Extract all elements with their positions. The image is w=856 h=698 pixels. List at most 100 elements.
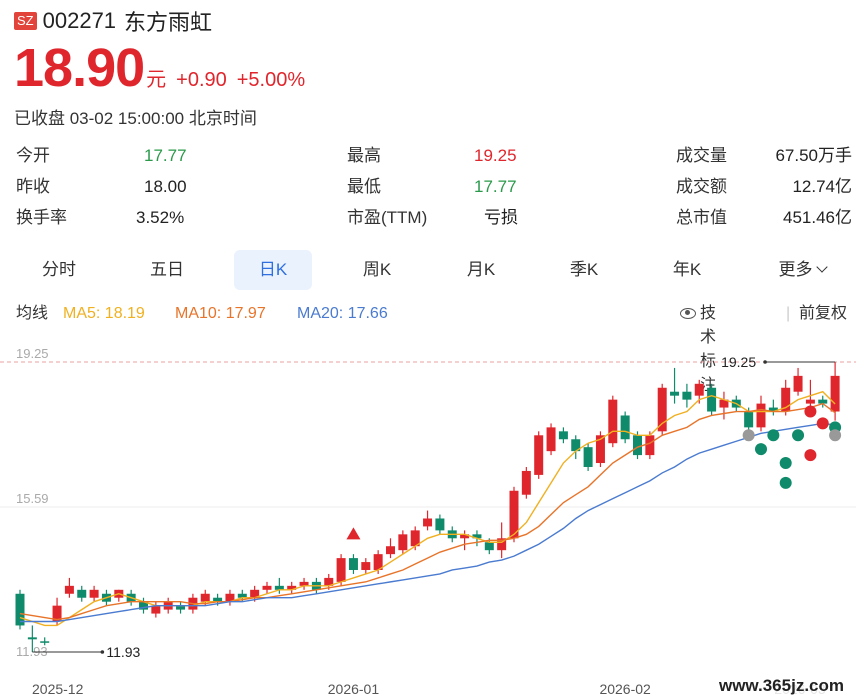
candle-body — [460, 534, 470, 539]
stat-label: 今开 — [16, 146, 50, 165]
stat-label: 最低 — [347, 177, 381, 196]
candle-body — [756, 403, 766, 428]
candle-body — [719, 399, 729, 408]
candle-body — [620, 415, 630, 440]
stat-pe: 市盈(TTM) 亏损 — [347, 202, 547, 234]
tab-quarterly-k[interactable]: 季K — [569, 260, 599, 279]
tab-five-day[interactable]: 五日 — [150, 260, 184, 279]
stat-value: 451.46亿 — [783, 208, 852, 227]
stat-value: 3.52% — [136, 208, 185, 227]
candle-body — [250, 589, 260, 598]
candle-body — [15, 593, 25, 626]
candle-body — [287, 585, 297, 590]
tab-weekly-k[interactable]: 周K — [362, 260, 392, 279]
candle-body — [435, 518, 445, 531]
tab-intraday[interactable]: 分时 — [42, 260, 76, 279]
tech-annotation-toggle[interactable]: 技术标注 — [680, 302, 716, 394]
candle-body — [336, 558, 346, 582]
price-unit: 元 — [146, 69, 167, 91]
candle-body — [27, 637, 37, 640]
stat-value: 18.00 — [144, 177, 187, 196]
exchange-badge: SZ — [14, 12, 37, 30]
stat-label: 成交额 — [676, 177, 727, 196]
candle-body — [546, 427, 556, 452]
candle-body — [558, 431, 568, 440]
y-tick-label: 19.25 — [16, 346, 49, 361]
ma10-value: MA10: 17.97 — [175, 305, 266, 322]
min-price-label: 11.93 — [106, 644, 140, 660]
candle-body — [830, 375, 840, 412]
stat-open: 今开 17.77 — [16, 140, 206, 172]
candle-body — [423, 518, 433, 527]
candle-body — [472, 534, 482, 539]
candle-body — [348, 558, 358, 570]
ma20-value: MA20: 17.66 — [297, 305, 388, 322]
signal-dot-marker — [767, 429, 780, 442]
ma5-value: MA5: 18.19 — [63, 305, 145, 322]
ma5-line — [19, 390, 836, 627]
stock-header: SZ 002271 东方雨虹 18.90 元 +0.90 +5.00% 已收盘 … — [14, 6, 844, 128]
tab-yearly-k[interactable]: 年K — [672, 260, 702, 279]
current-price: 18.90 — [14, 38, 145, 98]
signal-dot-marker — [804, 449, 817, 462]
candle-body — [40, 641, 50, 643]
stat-value: 17.77 — [144, 146, 187, 165]
period-tabs: 分时 五日 日K 周K 月K 季K 年K 更多 — [0, 250, 856, 292]
kline-chart[interactable]: 19.2515.5911.9319.2511.932025-122026-012… — [0, 330, 856, 698]
candle-body — [818, 399, 828, 404]
max-label-dot — [763, 360, 767, 364]
stat-value: 19.25 — [474, 146, 517, 165]
stat-value: 67.50万手 — [775, 146, 852, 165]
candle-body — [64, 585, 74, 594]
stat-market-cap: 总市值 451.46亿 — [676, 202, 852, 234]
stat-prev-close: 昨收 18.00 — [16, 171, 206, 203]
candle-body — [176, 605, 186, 610]
stat-value: 12.74亿 — [792, 177, 852, 196]
candle-body — [361, 562, 371, 570]
ma-legend: 均线 MA5: 18.19 MA10: 17.97 MA20: 17.66 技术… — [16, 302, 852, 394]
candle-body — [262, 585, 272, 590]
tab-monthly-k[interactable]: 月K — [466, 260, 496, 279]
signal-dot-marker — [742, 429, 755, 442]
stat-label: 最高 — [347, 146, 381, 165]
stat-value: 17.77 — [474, 177, 517, 196]
candle-body — [200, 593, 210, 602]
tab-more[interactable]: 更多 — [762, 250, 842, 290]
stat-label: 换手率 — [16, 208, 67, 227]
max-price-label: 19.25 — [721, 354, 756, 370]
candle-body — [398, 534, 408, 551]
tab-daily-k[interactable]: 日K — [234, 250, 312, 290]
candle-body — [571, 439, 581, 452]
tech-annotation-label: 技术标注 — [700, 305, 717, 394]
candle-body — [373, 554, 383, 570]
candle-body — [225, 593, 235, 602]
signal-dot-marker — [804, 405, 817, 418]
ma-title: 均线 — [16, 305, 49, 322]
candle-body — [682, 391, 692, 400]
stock-name: 东方雨虹 — [124, 11, 213, 36]
x-tick-label: 2026-01 — [328, 681, 380, 697]
adjust-toggle[interactable]: 前复权 — [799, 305, 848, 322]
candle-body — [497, 538, 507, 551]
candle-body — [77, 589, 87, 598]
x-tick-label: 2025-12 — [32, 681, 84, 697]
candle-body — [781, 387, 791, 412]
candle-body — [583, 447, 593, 467]
candle-body — [595, 435, 605, 464]
signal-dot-marker — [779, 476, 792, 489]
candle-body — [213, 597, 223, 602]
candle-body — [633, 435, 642, 456]
candle-body — [608, 399, 618, 444]
x-tick-label: 2026-02 — [599, 681, 651, 697]
signal-dot-marker — [829, 429, 842, 442]
candle-body — [52, 605, 62, 622]
candle-body — [768, 407, 778, 412]
price-change-pct: +5.00% — [236, 69, 306, 91]
stat-label: 成交量 — [676, 146, 727, 165]
candle-body — [805, 399, 815, 404]
eye-icon — [680, 308, 696, 319]
ma10-line — [19, 402, 836, 621]
signal-dot-marker — [816, 417, 829, 430]
tab-more-label: 更多 — [778, 260, 813, 279]
candle-body — [89, 589, 99, 598]
